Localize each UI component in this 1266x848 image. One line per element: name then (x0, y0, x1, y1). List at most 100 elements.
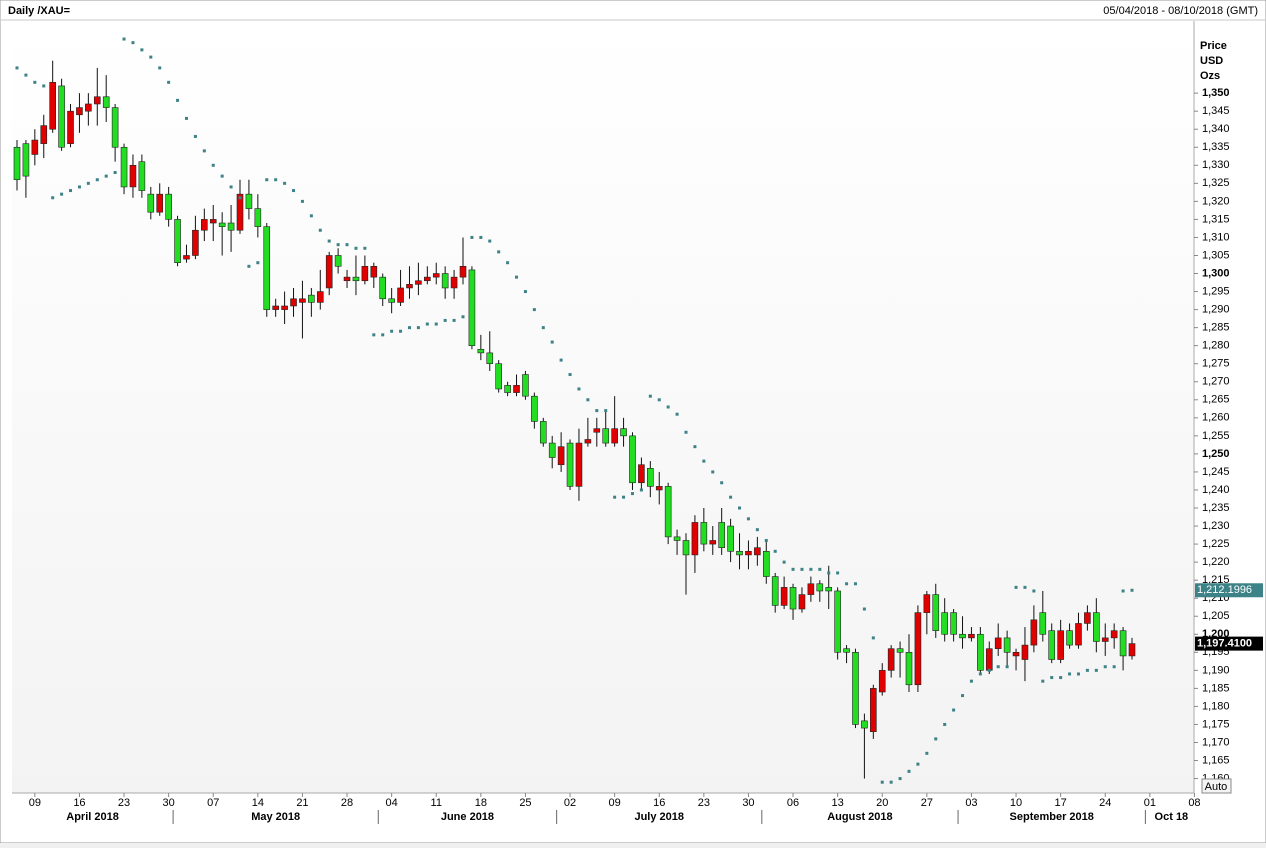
candle-body (272, 305, 279, 310)
candle-body (1021, 644, 1029, 660)
candle-body (76, 107, 83, 116)
sar-dot (193, 134, 197, 138)
x-tick-label: 17 (1055, 797, 1067, 809)
candle-body (994, 637, 1002, 650)
auto-button-label[interactable]: Auto (1205, 781, 1228, 793)
x-tick-label: 23 (698, 797, 710, 809)
sar-dot (532, 308, 536, 312)
x-tick-label: 07 (207, 797, 219, 809)
sar-dot (702, 459, 706, 463)
price-tag (1195, 636, 1263, 651)
sar-dot (158, 66, 162, 70)
y-tick-label: 1,260 (1202, 412, 1230, 424)
sar-dot (229, 185, 233, 189)
sar-dot (622, 495, 626, 499)
candle-body (40, 125, 48, 144)
sar-dot (996, 665, 1000, 669)
y-tick-label: 1,230 (1202, 520, 1230, 532)
candle-body (459, 266, 467, 278)
x-tick-label: 08 (1188, 797, 1200, 809)
sar-dot (354, 246, 358, 250)
candle-body (388, 298, 395, 303)
candle-body (950, 612, 957, 635)
sar-dot (292, 189, 296, 193)
sar-dot (515, 275, 519, 279)
sar-dot (880, 780, 884, 784)
candle-body (834, 590, 841, 653)
y-tick-label: 1,235 (1202, 502, 1230, 514)
candle-body (1075, 623, 1082, 646)
sar-dot (657, 398, 661, 402)
x-tick-label: 16 (73, 797, 85, 809)
candle-body (495, 363, 502, 390)
sar-dot (149, 55, 153, 59)
sar-dot (577, 387, 581, 391)
candle-body (673, 536, 681, 541)
date-range: 05/04/2018 - 08/10/2018 (GMT) (1103, 5, 1258, 17)
sar-dot (300, 199, 304, 203)
y-tick-label: 1,215 (1202, 574, 1230, 586)
y-tick-label: 1,350 (1202, 87, 1230, 99)
sar-dot (238, 196, 242, 200)
y-tick-label: 1,340 (1202, 123, 1230, 135)
candle-body (852, 652, 859, 725)
candle-body (192, 229, 199, 256)
candle-body (896, 648, 904, 653)
candle-body (531, 395, 538, 422)
x-tick-label: 02 (564, 797, 576, 809)
y-tick-label: 1,190 (1202, 664, 1230, 676)
candle-body (308, 294, 315, 303)
sar-dot (506, 261, 510, 265)
sar-dot (1050, 676, 1054, 680)
sar-dot (1130, 588, 1134, 592)
sar-dot (541, 326, 545, 330)
candle-body (201, 219, 208, 231)
candle-body (664, 486, 672, 538)
y-tick-label: 1,265 (1202, 394, 1230, 406)
candle-body (557, 446, 565, 466)
month-label: May 2018 (251, 811, 300, 823)
sar-dot (425, 322, 429, 326)
candle-body (762, 550, 770, 577)
x-tick-label: 09 (609, 797, 621, 809)
candle-body (13, 146, 21, 181)
candle-body (379, 276, 387, 300)
candle-body (638, 464, 645, 484)
sar-dot (845, 582, 849, 586)
sar-dot (764, 538, 768, 542)
sar-dot (684, 430, 688, 434)
sar-dot (309, 214, 313, 218)
sar-dot (77, 185, 81, 189)
y-tick-label: 1,275 (1202, 358, 1230, 370)
y-tick-label: 1,175 (1202, 718, 1230, 730)
candle-body (361, 266, 369, 282)
month-label: September 2018 (1010, 811, 1094, 823)
sar-dot (907, 769, 911, 773)
sar-dot (613, 495, 617, 499)
sar-dot (1076, 672, 1080, 676)
candle-body (700, 522, 708, 545)
y-tick-label: 1,255 (1202, 430, 1230, 442)
candle-body (1128, 643, 1136, 657)
candle-body (754, 547, 761, 556)
candle-body (120, 146, 128, 188)
y-tick-label: 1,285 (1202, 322, 1230, 334)
candle-body (227, 222, 235, 231)
sar-dot (952, 708, 956, 712)
sar-dot (434, 322, 438, 326)
sar-dot (33, 80, 37, 84)
sar-dot (1068, 672, 1072, 676)
candle-body (209, 219, 217, 224)
candle-body (539, 421, 547, 444)
candle-body (807, 583, 815, 595)
candle-body (58, 85, 65, 148)
auto-button[interactable] (1201, 778, 1232, 794)
sar-dot (51, 196, 55, 200)
candle-body (325, 255, 333, 289)
sar-dot (523, 290, 527, 294)
sar-dot (1094, 668, 1098, 672)
y-tick-label: 1,305 (1202, 249, 1230, 261)
price-tag-label: 1,212.1996 (1197, 584, 1252, 596)
sar-dot (809, 567, 813, 571)
candle-body (1057, 630, 1064, 660)
